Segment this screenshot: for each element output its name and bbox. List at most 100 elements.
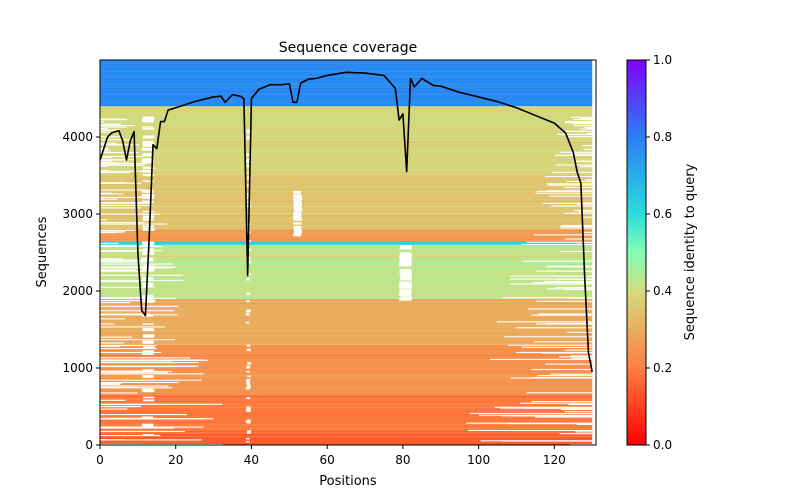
coverage-gap — [294, 230, 302, 234]
x-axis: 0 20 40 60 80 100 120 — [96, 445, 566, 467]
coverage-gap — [536, 270, 593, 272]
coverage-gap — [571, 357, 593, 359]
coverage-gap — [247, 385, 251, 388]
coverage-gap — [294, 214, 302, 217]
sequence-row — [100, 84, 593, 86]
coverage-gap — [567, 331, 593, 334]
coverage-gap — [100, 373, 204, 375]
coverage-gap — [580, 288, 593, 290]
coverage-gap — [563, 187, 593, 189]
coverage-gap — [100, 279, 184, 282]
coverage-gap — [400, 296, 412, 299]
sequence-row — [100, 403, 593, 405]
coverage-gap — [142, 215, 155, 218]
coverage-gap — [521, 260, 593, 262]
sequence-row — [100, 297, 593, 298]
coverage-gap — [143, 334, 155, 337]
sequence-row — [100, 82, 593, 84]
colorbar-tick-label: 0.4 — [653, 284, 672, 298]
coverage-gap — [100, 131, 111, 133]
coverage-gap — [480, 440, 593, 442]
coverage-gap — [564, 411, 593, 413]
plot-frame — [99, 59, 597, 446]
coverage-gap — [581, 145, 593, 147]
coverage-gap — [100, 144, 140, 146]
coverage-gap — [100, 405, 141, 407]
coverage-gap — [551, 205, 593, 207]
coverage-gap — [246, 382, 251, 386]
coverage-gap — [494, 406, 593, 408]
coverage-gap — [143, 166, 155, 169]
colorbar-tick-label: 0.8 — [653, 130, 672, 144]
coverage-gap — [143, 346, 155, 349]
coverage-gap — [100, 426, 204, 428]
coverage-gap — [556, 164, 593, 166]
coverage-gap — [537, 375, 593, 377]
sequence-row — [100, 223, 593, 225]
coverage-gap — [142, 375, 154, 378]
coverage-gap — [100, 348, 157, 350]
sequence-row — [100, 374, 593, 376]
y-axis-label: Sequences — [35, 216, 50, 287]
sequence-row — [100, 217, 593, 219]
coverage-gap — [565, 130, 593, 132]
sequence-row — [100, 354, 593, 356]
sequence-row — [100, 263, 593, 265]
coverage-gap — [100, 408, 128, 410]
coverage-gap — [100, 129, 115, 131]
coverage-gap — [246, 172, 251, 174]
coverage-gap — [559, 250, 593, 253]
coverage-gap — [293, 199, 301, 201]
coverage-gap — [100, 150, 111, 152]
coverage-gap — [100, 136, 123, 138]
coverage-gap — [571, 153, 593, 155]
coverage-gap — [478, 414, 593, 416]
sequence-row — [100, 348, 593, 350]
colorbar-tick-label: 1.0 — [653, 53, 672, 67]
sequence-row — [100, 201, 593, 202]
coverage-gap — [400, 281, 412, 284]
coverage-gap — [142, 153, 154, 157]
coverage-gap — [143, 299, 155, 303]
coverage-gap — [141, 158, 154, 161]
coverage-gap — [141, 257, 154, 260]
sequence-row — [100, 362, 593, 364]
coverage-gap — [536, 300, 593, 302]
coverage-gap — [142, 189, 154, 193]
coverage-gap — [142, 228, 154, 231]
coverage-gap — [245, 159, 250, 163]
coverage-gap — [100, 427, 174, 429]
coverage-gap — [544, 175, 593, 178]
coverage-gap — [100, 430, 185, 433]
coverage-gap — [399, 298, 411, 301]
coverage-gap — [246, 300, 250, 303]
coverage-gap — [548, 195, 593, 197]
coverage-gap — [142, 127, 155, 130]
coverage-gap — [293, 225, 302, 229]
coverage-gap — [556, 133, 593, 136]
coverage-gap — [546, 190, 593, 192]
coverage-gap — [558, 278, 593, 280]
coverage-gap — [580, 166, 593, 168]
coverage-gap — [247, 430, 251, 433]
coverage-gap — [246, 292, 251, 295]
coverage-gap — [100, 123, 122, 125]
identity-band — [100, 244, 593, 299]
sequence-row — [100, 76, 593, 78]
coverage-gap — [544, 280, 593, 283]
colorbar-fill — [626, 59, 647, 446]
coverage-gap — [100, 182, 127, 184]
coverage-gap — [100, 300, 156, 302]
x-tick-label: 0 — [96, 453, 104, 467]
sequence-row — [100, 262, 593, 264]
coverage-gap — [100, 270, 152, 272]
coverage-gap — [245, 380, 250, 383]
sequence-row — [100, 275, 593, 277]
x-axis-label: Positions — [319, 474, 377, 489]
coverage-gap — [531, 401, 593, 403]
coverage-gap — [100, 170, 109, 172]
coverage-gap — [100, 192, 112, 194]
coverage-gap — [141, 388, 154, 391]
coverage-gap — [509, 278, 593, 280]
identity-band — [100, 106, 593, 176]
